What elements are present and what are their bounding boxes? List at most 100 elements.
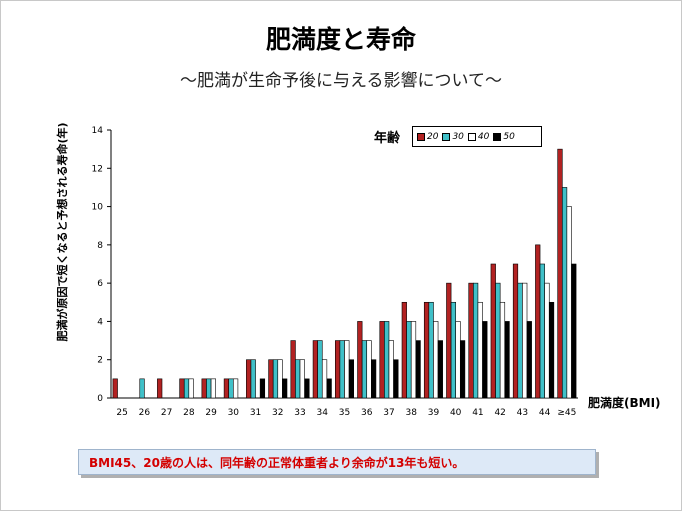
- bar-50-37: [393, 359, 399, 399]
- x-tick-label: 37: [383, 408, 394, 418]
- legend-label-30: 30: [452, 131, 464, 142]
- x-tick-label: 34: [317, 408, 329, 418]
- bar-50-42: [504, 321, 510, 399]
- note-callout: BMI45、20歳の人は、同年齢の正常体重者より余命が13年も短い。: [78, 449, 596, 475]
- legend: 20 30 40 50: [412, 126, 542, 147]
- x-tick-label: 28: [183, 408, 195, 418]
- bar-20-41: [468, 282, 474, 399]
- bar-40-43: [522, 282, 528, 399]
- bar-40-≥45: [566, 206, 572, 399]
- bar-30-33: [295, 359, 301, 399]
- bar-30-39: [428, 301, 434, 399]
- bar-30-26: [139, 378, 145, 399]
- bar-20-43: [512, 263, 519, 399]
- bar-40-42: [499, 301, 506, 399]
- x-tick-label: 35: [339, 408, 350, 418]
- bar-20-29: [201, 378, 207, 399]
- x-tick-label: 27: [161, 408, 172, 418]
- bar-20-35: [334, 340, 341, 399]
- bar-20-30: [223, 378, 230, 399]
- bar-20-40: [446, 282, 452, 399]
- y-axis-label: 肥満が原因で短くなると予想される寿命(年): [56, 122, 69, 342]
- x-tick-label: 30: [228, 408, 240, 418]
- legend-item-40: 40: [467, 131, 490, 142]
- legend-item-30: 30: [442, 131, 464, 142]
- y-tick-label: 8: [97, 241, 103, 251]
- legend-label-40: 40: [477, 131, 490, 142]
- y-tick-label: 6: [97, 279, 103, 289]
- bar-20-32: [268, 359, 274, 399]
- legend-swatch-40: [467, 132, 476, 141]
- legend-title: 年齢: [374, 131, 401, 146]
- x-tick-label: 25: [116, 408, 127, 418]
- bar-30-35: [339, 340, 345, 399]
- bar-20-33: [290, 340, 296, 399]
- bar-40-40: [455, 321, 461, 399]
- x-tick-label: 26: [139, 408, 151, 418]
- bar-20-34: [312, 340, 318, 399]
- bar-30-44: [539, 263, 545, 399]
- bar-30-40: [450, 301, 456, 399]
- bar-40-29: [210, 378, 216, 399]
- bar-50-43: [526, 321, 532, 399]
- legend-swatch-20: [417, 132, 425, 141]
- bar-50-≥45: [571, 263, 577, 399]
- x-tick-label: 43: [517, 408, 528, 418]
- x-tick-label: ≥45: [557, 408, 576, 418]
- bar-30-32: [272, 359, 279, 399]
- y-tick-label: 12: [92, 164, 103, 174]
- bar-30-31: [250, 359, 256, 399]
- x-tick-label: 40: [450, 408, 462, 418]
- x-tick-label: 38: [405, 408, 417, 418]
- bar-30-43: [517, 282, 523, 399]
- bar-50-41: [482, 321, 488, 399]
- page-subtitle: ～肥満が生命予後に与える影響について～: [180, 71, 502, 91]
- bar-20-44: [535, 244, 541, 399]
- bar-20-42: [490, 263, 496, 399]
- bar-40-28: [188, 378, 194, 399]
- bar-40-37: [388, 340, 394, 399]
- bar-20-38: [401, 301, 407, 399]
- bar-40-34: [321, 359, 328, 399]
- bar-50-33: [304, 378, 310, 399]
- y-tick-label: 14: [92, 126, 104, 136]
- bar-20-27: [157, 378, 163, 399]
- bar-50-34: [326, 378, 332, 399]
- legend-item-50: 50: [493, 131, 515, 142]
- bar-30-37: [384, 321, 390, 399]
- page-title: 肥満度と寿命: [265, 25, 416, 54]
- bar-40-32: [277, 359, 283, 399]
- y-tick-label: 4: [97, 317, 103, 327]
- bar-50-31: [259, 378, 266, 399]
- bar-40-35: [344, 340, 350, 399]
- x-tick-label: 36: [361, 408, 373, 418]
- x-tick-label: 32: [272, 408, 283, 418]
- bar-20-39: [423, 301, 430, 399]
- bar-50-35: [348, 359, 355, 399]
- x-tick-label: 33: [294, 408, 305, 418]
- bar-40-39: [433, 321, 439, 399]
- bar-20-≥45: [557, 148, 563, 399]
- bar-30-42: [495, 282, 501, 399]
- x-tick-label: 41: [472, 408, 483, 418]
- x-tick-label: 29: [205, 408, 217, 418]
- bar-30-34: [317, 340, 323, 399]
- y-tick-label: 0: [97, 394, 103, 404]
- legend-label-20: 20: [427, 131, 439, 142]
- bar-50-36: [371, 359, 377, 399]
- bar-20-36: [357, 321, 363, 399]
- x-axis-label: 肥満度(BMI): [588, 396, 661, 410]
- bar-30-30: [228, 378, 234, 399]
- bar-20-37: [379, 321, 385, 399]
- bar-40-30: [233, 378, 239, 399]
- bar-40-44: [544, 282, 550, 399]
- x-tick-label: 39: [428, 408, 440, 418]
- bar-40-38: [410, 321, 417, 399]
- x-tick-label: 42: [494, 408, 505, 418]
- y-tick-label: 10: [92, 203, 104, 213]
- bar-40-36: [366, 340, 372, 399]
- y-tick-label: 2: [97, 356, 103, 366]
- legend-label-50: 50: [503, 131, 515, 142]
- bar-30-38: [406, 321, 412, 399]
